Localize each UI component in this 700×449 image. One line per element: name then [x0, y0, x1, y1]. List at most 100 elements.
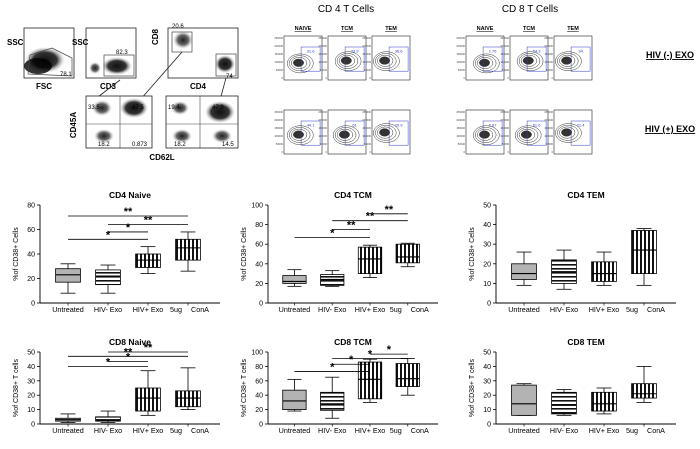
y-tick-label: 30: [483, 242, 491, 249]
y-tick-label: 10: [27, 407, 35, 414]
box-cona: [175, 367, 201, 411]
contour-y-tick: 200000: [274, 118, 283, 122]
contour-plot-frame: [509, 109, 549, 155]
contour-plot-frame: [553, 35, 593, 81]
contour-y-tick: 50000: [546, 68, 554, 72]
x-tick-label: Untreated: [52, 426, 84, 435]
contour-y-tick: 100000: [362, 60, 371, 64]
box-body: [631, 230, 657, 274]
x-tick-label: HIV+ Exo: [589, 426, 620, 435]
significance-marker: **: [385, 204, 394, 216]
y-tick-label: 0: [259, 301, 263, 308]
contour-gate: [344, 46, 365, 72]
contour-plot-cd4-naive-hiv-pos: 250000 200000 150000 100000 50000 0 44.1: [274, 109, 323, 155]
box-body: [175, 390, 201, 408]
y-tick-label: 20: [483, 261, 491, 268]
box-hiv-exo: [135, 370, 161, 416]
contour-ring: [563, 58, 569, 63]
contour-plot-frame: [371, 109, 411, 155]
chart-title: CD4 Naive: [109, 190, 151, 200]
box-hiv-exo: [591, 387, 617, 415]
contour-gate-value: 20.9: [395, 123, 404, 128]
y-tick-label: 60: [255, 378, 263, 385]
contour-plot-cd4-tcm-hiv-pos: 250000 200000 150000 100000 50000 0 61: [318, 109, 367, 155]
cd4-panel-title: CD 4 T Cells: [318, 4, 374, 15]
contour-y-tick: 150000: [544, 52, 553, 56]
box-cona: [395, 358, 420, 396]
significance-marker: *: [126, 222, 131, 234]
x-tick-label: 5ug: [390, 305, 402, 314]
contour-y-tick: 200000: [318, 118, 327, 122]
contour-y-tick: 0: [508, 76, 510, 80]
quadrant-value: 47.5: [132, 105, 144, 111]
x-tick-label: HIV- Exo: [550, 426, 578, 435]
box-body: [135, 387, 161, 412]
quadrant-value: 18.2: [174, 142, 186, 148]
contour-gate: [482, 120, 503, 146]
x-tick-label: HIV+ Exo: [133, 426, 164, 435]
contour-ring: [291, 128, 308, 141]
significance-marker: *: [330, 227, 335, 239]
contour-y-tick: 200000: [274, 44, 283, 48]
flow-y-label: SSC: [72, 38, 89, 47]
contour-ring: [375, 53, 397, 69]
row-label-hiv-negative: HIV (-) EXO: [646, 50, 694, 60]
contour-y-tick: 50000: [364, 142, 372, 146]
contour-y-tick: 150000: [362, 126, 371, 130]
y-tick-label: 10: [483, 407, 491, 414]
flow-y-label: SSC: [7, 38, 24, 47]
contour-column-header: TCM: [341, 26, 353, 32]
box-body: [591, 261, 617, 282]
x-tick-label: HIV- Exo: [94, 426, 122, 435]
contour-ring: [287, 125, 314, 145]
contour-ring: [522, 132, 529, 137]
contour-gate: [570, 46, 591, 72]
contour-plot-cd4-tem-hiv-pos: 250000 200000 150000 100000 50000 0 20.9: [362, 109, 411, 155]
box-cona: [395, 242, 420, 268]
contour-y-tick: 0: [282, 76, 284, 80]
contour-gate-value: 31.6: [307, 49, 316, 54]
contour-plot-cd4-naive-hiv-neg: 250000 200000 150000 100000 50000 0 31.6: [274, 35, 323, 81]
x-tick-label: 5ug: [626, 426, 638, 435]
box-plot-grid: CD4 Naive %of CD38+ Cells 0 20 40 60 80 Untreat…: [13, 190, 676, 435]
contour-y-tick: 100000: [544, 60, 553, 64]
row-label-hiv-positive: HIV (+) EXO: [645, 124, 695, 134]
contour-plot-frame: [283, 109, 323, 155]
gate-value: 78.1: [60, 72, 72, 78]
contour-y-tick: 0: [552, 150, 554, 154]
contour-ring: [295, 132, 301, 137]
contour-ring: [289, 127, 311, 143]
quadrant-value: 14.5: [222, 142, 234, 148]
significance-marker: **: [347, 220, 356, 232]
contour-plot-cd8-tem-hiv-neg: 250000 200000 150000 100000 50000 0 34: [544, 35, 593, 81]
contour-y-tick: 250000: [500, 110, 509, 114]
y-tick-label: 20: [255, 281, 263, 288]
contour-y-tick: 100000: [500, 60, 509, 64]
contour-ring: [555, 123, 582, 143]
contour-y-tick: 200000: [544, 44, 553, 48]
quadrant-value: 33.5: [88, 105, 100, 111]
box-body: [135, 253, 161, 268]
box-body: [395, 243, 420, 264]
contour-y-tick: 0: [464, 76, 466, 80]
y-tick-label: 20: [27, 276, 35, 283]
contour-y-tick: 100000: [318, 134, 327, 138]
contour-y-tick: 0: [370, 150, 372, 154]
contour-ring: [516, 51, 544, 71]
contour-y-tick: 100000: [362, 134, 371, 138]
contour-y-tick: 200000: [456, 44, 465, 48]
contour-y-tick: 50000: [320, 142, 328, 146]
contour-y-tick: 100000: [544, 134, 553, 138]
box-cona: [631, 228, 657, 286]
significance-marker: *: [106, 229, 111, 241]
contour-ring: [559, 126, 576, 139]
contour-y-tick: 0: [326, 76, 328, 80]
contour-y-tick: 150000: [500, 126, 509, 130]
box-body: [591, 391, 617, 412]
box-body: [55, 268, 81, 283]
contour-column-header: NAIVE: [295, 26, 312, 32]
contour-ring: [289, 55, 311, 72]
box-untreated: [55, 413, 81, 423]
contour-y-tick: 100000: [274, 134, 283, 138]
box-body: [282, 389, 307, 411]
